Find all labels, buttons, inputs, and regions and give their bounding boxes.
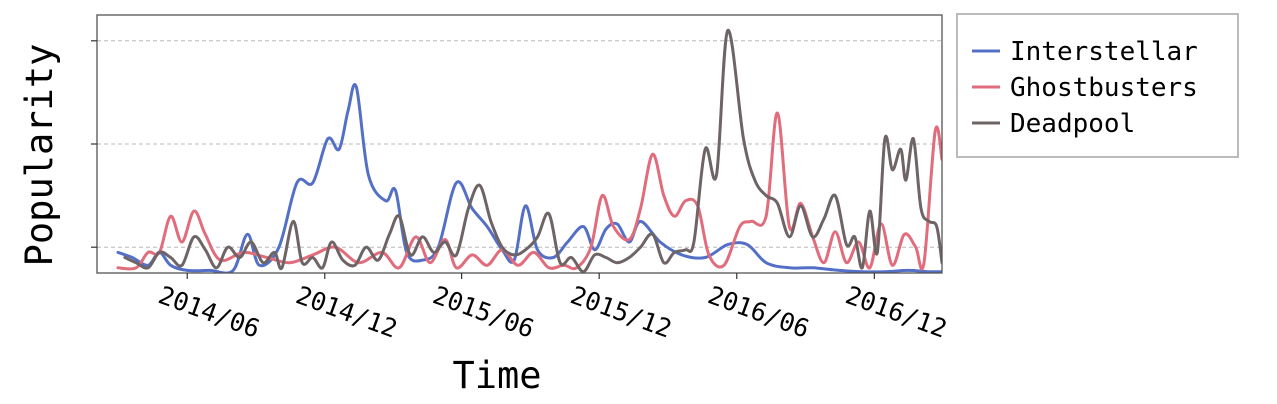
legend-label: Deadpool — [1010, 109, 1135, 139]
legend-items: Interstellar Ghostbusters Deadpool — [972, 37, 1198, 139]
x-axis-label: Time — [452, 354, 541, 397]
legend-label: Interstellar — [1010, 37, 1198, 67]
x-tick-label: 2016/06 — [704, 280, 813, 343]
x-tick-label: 2016/12 — [842, 280, 951, 343]
legend-label: Ghostbusters — [1010, 73, 1198, 103]
series-line-ghostbusters — [116, 111, 942, 271]
x-tick-label: 2015/12 — [567, 280, 676, 343]
x-tick-label: 2014/12 — [292, 280, 401, 343]
legend-box — [956, 13, 1239, 158]
grid-lines — [97, 40, 942, 248]
legend: Interstellar Ghostbusters Deadpool — [956, 13, 1239, 158]
y-axis-label: Popularity — [18, 44, 61, 267]
y-axis-ticks — [91, 40, 97, 248]
series-line-deadpool — [123, 28, 942, 273]
x-tick-label: 2014/06 — [155, 280, 264, 343]
x-tick-label: 2015/06 — [429, 280, 538, 343]
x-axis-ticks: 2014/06 2014/12 2015/06 2015/12 2016/06 2016/… — [155, 273, 951, 344]
series-lines — [116, 28, 942, 273]
